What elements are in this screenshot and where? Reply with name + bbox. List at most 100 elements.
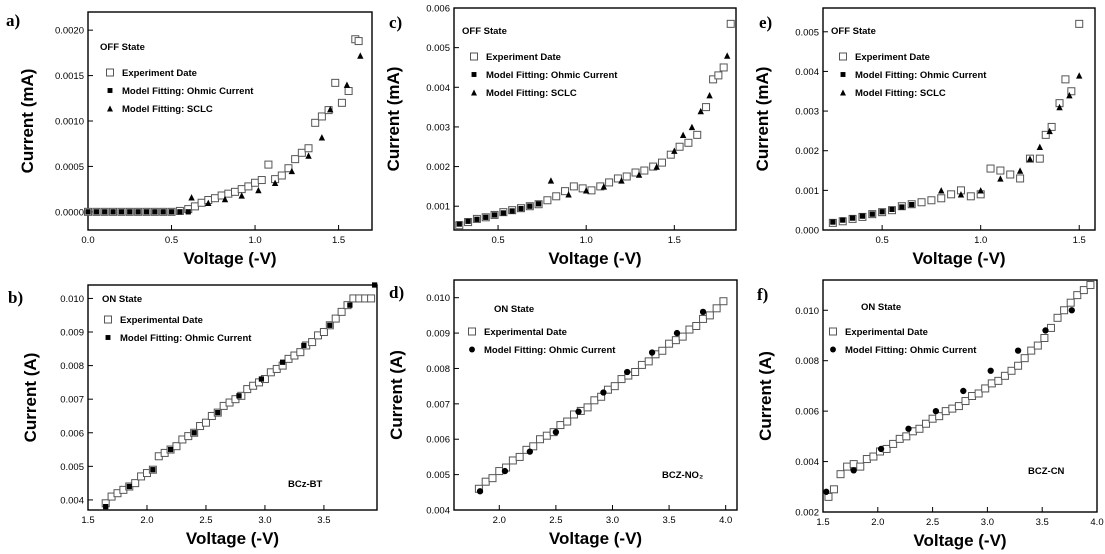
- chart-5-y-axis-title: Current (A): [387, 350, 406, 440]
- chart-5-data-point: [542, 431, 551, 440]
- chart-3-data-point: [1016, 174, 1025, 183]
- chart-2-data-point: [726, 19, 735, 28]
- chart-1-x-tick-label: 0.5: [165, 235, 178, 246]
- chart-2-data-point: [671, 147, 678, 154]
- chart-6-state-label: ON State: [861, 302, 901, 313]
- chart-6-data-point: [1079, 286, 1088, 295]
- chart-5-data-point: [583, 403, 592, 412]
- chart-5-x-tick-label: 3.5: [662, 515, 675, 526]
- chart-3-legend-entry: Model Fitting: SCLC: [855, 88, 946, 99]
- chart-4-x-axis-title: Voltage (-V): [186, 529, 279, 548]
- chart-2-y-tick-label: 0.001: [426, 202, 450, 213]
- chart-1-data-point: [297, 148, 306, 157]
- chart-6-data-point: [915, 424, 924, 433]
- chart-6-data-point: [856, 462, 865, 471]
- chart-4-x-tick-label: 1.5: [81, 515, 94, 526]
- chart-4-x-tick-label: 3.5: [317, 515, 330, 526]
- chart-3: 0.5 1.0 1.5 0.000 0.001 0.002 0.003 0.004 0.005 V…: [753, 7, 1096, 268]
- chart-2-data-point: [666, 150, 675, 159]
- chart-6-legend-marker: [830, 346, 836, 353]
- chart-1-y-tick-label: 0.0000: [55, 207, 84, 218]
- chart-6-data-point: [823, 488, 830, 495]
- chart-3-data-point: [840, 217, 846, 223]
- chart-1-data-point: [305, 152, 312, 159]
- chart-1-data-point: [168, 209, 175, 215]
- chart-6-data-point: [968, 392, 977, 400]
- chart-5-y-tick-label: 0.008: [426, 364, 450, 375]
- chart-2-y-axis-title: Current (mA): [384, 67, 403, 172]
- chart-3-data-point: [1035, 154, 1044, 163]
- chart-4-y-tick-label: 0.005: [60, 462, 84, 473]
- chart-4: 1.5 2.0 2.5 3.0 3.5 0.004 0.005 0.006 0.007 0.008…: [8, 282, 378, 548]
- chart-4-data-point: [236, 393, 242, 399]
- chart-1-data-point: [288, 167, 295, 175]
- chart-6-data-point: [843, 462, 852, 471]
- chart-2-state-label: OFF State: [462, 26, 507, 37]
- chart-1-data-point: [251, 178, 260, 187]
- chart-5-data-point: [624, 368, 631, 376]
- chart-3-data-point: [997, 175, 1004, 182]
- chart-1-y-tick-label: 0.0015: [55, 71, 84, 82]
- chart-3-series-2: [830, 202, 915, 225]
- chart-6-data-point: [941, 407, 950, 416]
- chart-5-legend-entry: Experimental Date: [484, 327, 567, 338]
- chart-2-panel-letter: c): [389, 13, 402, 32]
- chart-5-data-point: [692, 322, 701, 330]
- chart-4-panel-letter: b): [8, 288, 23, 307]
- chart-3-data-point: [947, 190, 956, 199]
- chart-2-data-point: [657, 158, 666, 167]
- chart-3-data-point: [1076, 72, 1083, 79]
- chart-6-data-point: [850, 467, 857, 474]
- chart-5-x-tick-label: 2.0: [493, 515, 506, 526]
- chart-4-data-point: [319, 328, 328, 337]
- chart-6-data-point: [1060, 306, 1069, 315]
- chart-5-y-tick-label: 0.010: [426, 293, 450, 304]
- chart-2-data-point: [547, 177, 555, 184]
- chart-6-x-tick-label: 3.5: [1036, 517, 1049, 528]
- chart-6-data-point: [902, 432, 911, 441]
- chart-6-data-point: [987, 367, 994, 374]
- chart-3-data-point: [1056, 103, 1063, 111]
- chart-3-state-label: OFF State: [831, 26, 876, 37]
- chart-5-data-point: [552, 429, 560, 436]
- chart-6-data-point: [849, 460, 858, 469]
- chart-5-data-point: [648, 349, 656, 356]
- chart-6-data-point: [960, 387, 967, 395]
- chart-3-data-point: [1061, 75, 1070, 84]
- chart-1-legend-entry: Experiment Date: [122, 68, 197, 79]
- chart-5-x-tick-label: 2.5: [549, 515, 562, 526]
- chart-6-y-tick-label: 0.004: [795, 457, 819, 468]
- chart-2-x-tick-label: 0.5: [491, 235, 504, 246]
- chart-4-data-point: [296, 348, 305, 357]
- chart-6-data-point: [1073, 291, 1082, 300]
- chart-6-data-point: [981, 384, 990, 393]
- chart-6-data-point: [1027, 346, 1036, 355]
- chart-6-data-point: [961, 397, 970, 406]
- chart-2-data-point: [552, 192, 561, 201]
- chart-5-legend-marker: [468, 327, 476, 336]
- chart-5-data-point: [515, 452, 524, 461]
- chart-1-data-point: [304, 144, 313, 153]
- chart-1-data-point: [291, 155, 300, 164]
- chart-2-legend-marker: [471, 72, 477, 77]
- chart-3-data-point: [977, 187, 984, 194]
- chart-5-data-point: [508, 456, 517, 465]
- chart-1-legend-entry: Model Fitting: SCLC: [122, 104, 213, 115]
- chart-6-data-point: [928, 414, 937, 423]
- chart-2-y-tick-label: 0.002: [426, 162, 450, 173]
- chart-3-data-point: [830, 219, 836, 225]
- chart-1-data-point: [118, 209, 125, 215]
- chart-3-x-axis-title: Voltage (-V): [912, 249, 1005, 268]
- chart-6-legend-entry: Model Fitting: Ohmic Current: [845, 345, 977, 356]
- chart-6-x-tick-label: 4.0: [1090, 517, 1103, 528]
- chart-6-data-point: [869, 452, 878, 461]
- chart-6-x-tick-label: 3.0: [981, 517, 994, 528]
- chart-1-data-point: [354, 37, 363, 46]
- chart-1-data-point: [344, 87, 353, 96]
- chart-6-data-point: [1000, 371, 1009, 380]
- chart-4-data-point: [331, 314, 340, 323]
- chart-1-data-point: [93, 209, 99, 215]
- chart-4-x-tick-label: 3.0: [258, 515, 271, 526]
- chart-4-y-axis-title: Current (A): [21, 353, 40, 443]
- chart-2-data-point: [565, 191, 572, 198]
